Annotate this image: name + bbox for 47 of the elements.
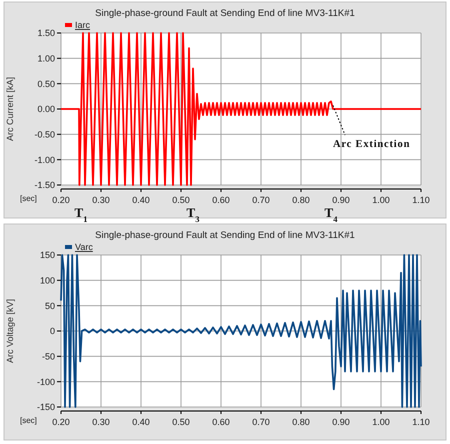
x-tick-label: 1.10 — [412, 417, 430, 427]
text: T$_{3}$ — [186, 205, 200, 224]
y-tick-label: -100 — [36, 376, 55, 387]
annotation: Arc Extinction — [333, 139, 410, 150]
x-tick-label: 0.80 — [292, 195, 310, 205]
y-tick-label: 150 — [40, 250, 55, 260]
y-tick-label: 0 — [50, 326, 55, 336]
y-axis-title: Arc Voltage [kV] — [5, 298, 15, 364]
line-series — [60, 32, 422, 186]
y-tick-label: 50 — [44, 300, 55, 311]
x-tick-label: 0.50 — [172, 417, 190, 427]
x-tick-label: 0.70 — [252, 417, 270, 427]
legend-label: Varc — [75, 242, 94, 252]
y-tick-label: 1.50 — [37, 28, 55, 38]
x-tick-label: 0.40 — [132, 417, 150, 427]
y-tick-label: -150 — [36, 402, 55, 412]
chart-title: Single-phase-ground Fault at Sending End of line MV3-11K#1 — [95, 8, 355, 19]
y-tick-label: 1.00 — [37, 53, 55, 64]
chart-title: Single-phase-ground Fault at Sending End of line MV3-11K#1 — [95, 230, 355, 241]
x-tick-label: 0.90 — [332, 195, 350, 205]
y-tick-label: 100 — [40, 275, 55, 286]
x-tick-label: 0.20 — [52, 417, 70, 427]
x-axis-title: [sec] — [20, 194, 37, 203]
x-tick-label: 0.60 — [212, 195, 230, 205]
x-axis-title: [sec] — [20, 416, 37, 425]
y-tick-label: -0.50 — [34, 129, 55, 140]
y-tick-label: 0.00 — [37, 104, 55, 114]
x-tick-label: 0.70 — [252, 195, 270, 205]
legend-label: Iarc — [75, 20, 91, 30]
y-axis-title: Arc Current [kA] — [5, 76, 15, 142]
text: T$_{4}$ — [324, 205, 338, 224]
x-tick-label: 0.30 — [92, 195, 110, 205]
y-tick-label: 0.50 — [37, 78, 55, 89]
x-tick-label: 0.20 — [52, 195, 70, 205]
x-tick-label: 1.00 — [372, 417, 390, 427]
y-tick-label: -50 — [42, 351, 55, 362]
x-tick-label: 1.00 — [372, 195, 390, 205]
y-tick-label: -1.00 — [34, 154, 55, 165]
text: T$_{1}$ — [74, 205, 88, 224]
x-tick-label: 0.30 — [92, 417, 110, 427]
y-tick-label: -1.50 — [34, 180, 55, 190]
x-tick-label: 0.50 — [172, 195, 190, 205]
x-tick-label: 0.90 — [332, 417, 350, 427]
x-tick-label: 0.80 — [292, 417, 310, 427]
x-tick-label: 0.60 — [212, 417, 230, 427]
x-tick-label: 0.40 — [132, 195, 150, 205]
x-tick-label: 1.10 — [412, 195, 430, 205]
